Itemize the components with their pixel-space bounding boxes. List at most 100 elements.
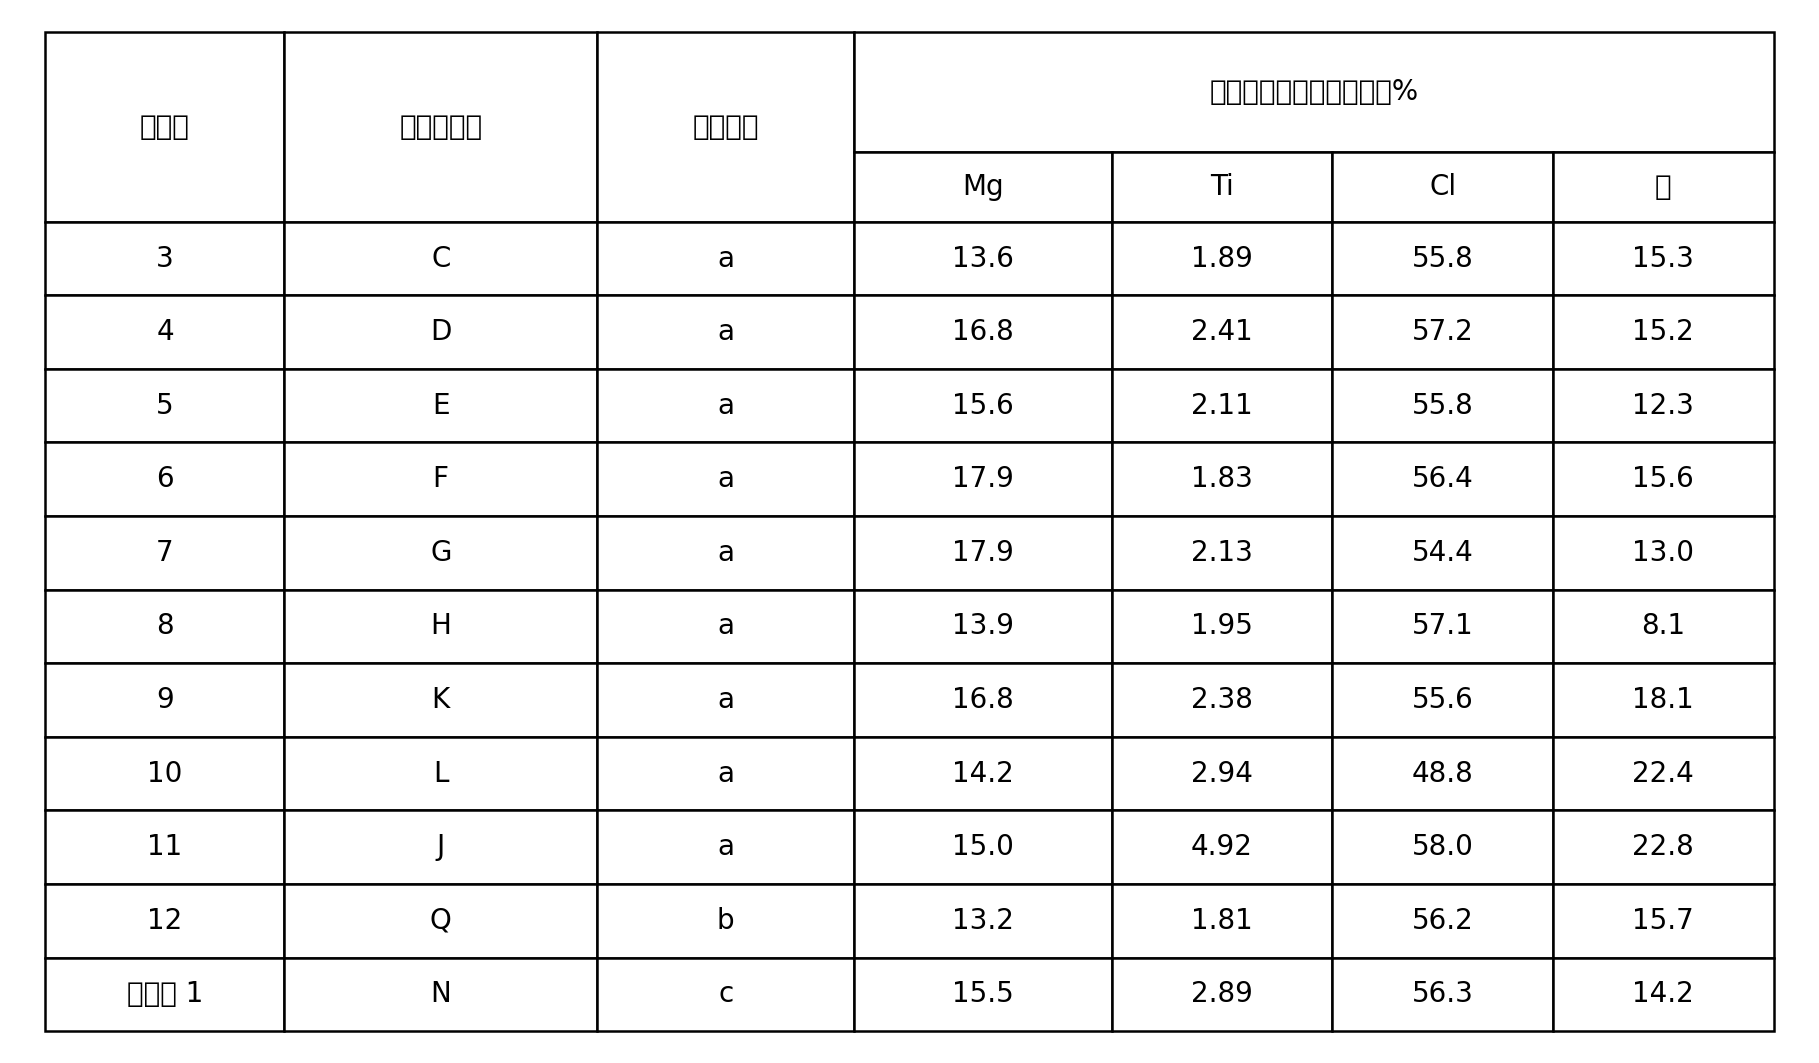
Bar xyxy=(1332,958,1553,1031)
Bar xyxy=(284,369,597,442)
Bar xyxy=(1553,810,1774,884)
Bar xyxy=(855,516,1111,590)
Text: N: N xyxy=(431,980,451,1009)
Text: c: c xyxy=(719,980,733,1009)
Text: E: E xyxy=(431,391,449,420)
Text: 58.0: 58.0 xyxy=(1412,833,1473,861)
Text: 2.38: 2.38 xyxy=(1191,686,1253,714)
Text: L: L xyxy=(433,760,449,788)
Text: 9: 9 xyxy=(156,686,175,714)
Text: 催化剂中元素含量，质量%: 催化剂中元素含量，质量% xyxy=(1210,78,1419,106)
Bar xyxy=(855,152,1111,222)
Bar xyxy=(45,222,284,296)
Text: 15.7: 15.7 xyxy=(1632,907,1693,934)
Bar xyxy=(1553,958,1774,1031)
Bar xyxy=(1553,516,1774,590)
Bar xyxy=(1111,737,1332,810)
Text: F: F xyxy=(433,466,449,493)
Text: 5: 5 xyxy=(156,391,175,420)
Bar xyxy=(1553,222,1774,296)
Bar xyxy=(1553,369,1774,442)
Text: 15.5: 15.5 xyxy=(951,980,1013,1009)
Bar xyxy=(284,884,597,958)
Text: 56.3: 56.3 xyxy=(1412,980,1473,1009)
Text: 17.9: 17.9 xyxy=(951,466,1013,493)
Bar xyxy=(1553,884,1774,958)
Text: 12: 12 xyxy=(147,907,182,934)
Bar xyxy=(45,737,284,810)
Bar xyxy=(284,663,597,737)
Text: 7: 7 xyxy=(156,539,175,567)
Bar xyxy=(1332,884,1553,958)
Bar xyxy=(1111,884,1332,958)
Text: J: J xyxy=(437,833,446,861)
Bar xyxy=(597,442,855,516)
Text: a: a xyxy=(717,391,735,420)
Text: 55.6: 55.6 xyxy=(1412,686,1473,714)
Text: 8.1: 8.1 xyxy=(1641,612,1684,640)
Text: Cl: Cl xyxy=(1430,173,1457,201)
Text: 2.41: 2.41 xyxy=(1191,318,1253,347)
Text: 13.0: 13.0 xyxy=(1632,539,1693,567)
Bar xyxy=(855,32,1774,152)
Bar xyxy=(1332,810,1553,884)
Bar xyxy=(1111,590,1332,663)
Bar xyxy=(1332,152,1553,222)
Text: G: G xyxy=(429,539,451,567)
Bar xyxy=(284,222,597,296)
Text: 22.8: 22.8 xyxy=(1632,833,1693,861)
Text: 57.2: 57.2 xyxy=(1412,318,1473,347)
Bar xyxy=(855,810,1111,884)
Text: 15.6: 15.6 xyxy=(1632,466,1693,493)
Text: 14.2: 14.2 xyxy=(1632,980,1693,1009)
Text: 10: 10 xyxy=(147,760,182,788)
Text: 57.1: 57.1 xyxy=(1412,612,1473,640)
Bar xyxy=(45,810,284,884)
Bar xyxy=(45,32,284,222)
Bar xyxy=(284,958,597,1031)
Text: 酯: 酯 xyxy=(1655,173,1672,201)
Text: 16.8: 16.8 xyxy=(951,686,1013,714)
Bar xyxy=(45,663,284,737)
Bar xyxy=(597,810,855,884)
Text: 54.4: 54.4 xyxy=(1412,539,1473,567)
Text: C: C xyxy=(431,244,451,272)
Text: 13.6: 13.6 xyxy=(951,244,1013,272)
Text: 实例号: 实例号 xyxy=(140,113,189,140)
Text: 15.0: 15.0 xyxy=(951,833,1013,861)
Text: Ti: Ti xyxy=(1210,173,1233,201)
Bar xyxy=(1332,516,1553,590)
Text: 1.89: 1.89 xyxy=(1191,244,1253,272)
Bar xyxy=(1111,369,1332,442)
Text: 15.3: 15.3 xyxy=(1632,244,1693,272)
Text: 55.8: 55.8 xyxy=(1412,244,1473,272)
Bar xyxy=(284,32,597,222)
Bar xyxy=(597,590,855,663)
Text: 15.6: 15.6 xyxy=(951,391,1013,420)
Bar xyxy=(1553,663,1774,737)
Bar xyxy=(1111,663,1332,737)
Text: D: D xyxy=(429,318,451,347)
Text: 3: 3 xyxy=(156,244,175,272)
Bar xyxy=(597,32,855,222)
Text: 4.92: 4.92 xyxy=(1191,833,1253,861)
Bar xyxy=(597,884,855,958)
Text: 13.2: 13.2 xyxy=(951,907,1013,934)
Text: Mg: Mg xyxy=(962,173,1004,201)
Bar xyxy=(1111,958,1332,1031)
Bar xyxy=(1332,442,1553,516)
Bar xyxy=(1553,737,1774,810)
Bar xyxy=(1553,590,1774,663)
Text: a: a xyxy=(717,686,735,714)
Bar xyxy=(45,516,284,590)
Bar xyxy=(1332,663,1553,737)
Bar xyxy=(855,222,1111,296)
Text: a: a xyxy=(717,244,735,272)
Bar xyxy=(855,296,1111,369)
Bar xyxy=(1553,442,1774,516)
Text: a: a xyxy=(717,539,735,567)
Text: 11: 11 xyxy=(147,833,182,861)
Bar xyxy=(855,663,1111,737)
Bar xyxy=(1332,296,1553,369)
Bar xyxy=(45,884,284,958)
